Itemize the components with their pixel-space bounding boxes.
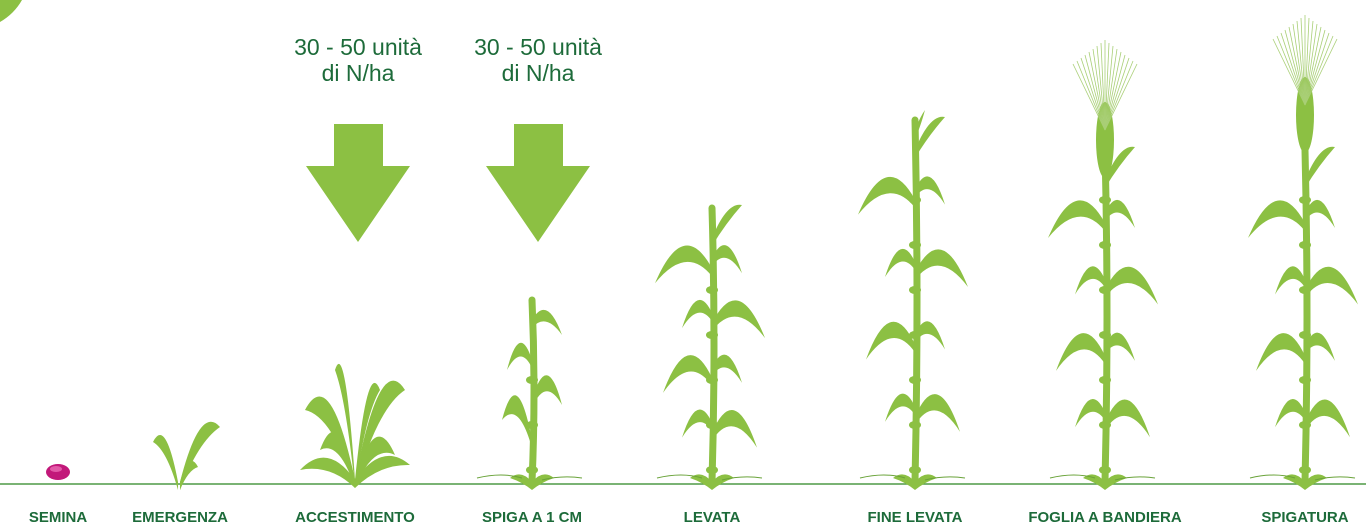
awn [1105, 61, 1133, 130]
stage-label: EMERGENZA [132, 509, 228, 524]
awn [1305, 36, 1333, 105]
node [1099, 331, 1111, 339]
fertilization-text: 30 - 50 unità [474, 34, 602, 60]
node [706, 466, 718, 474]
awn [1105, 52, 1121, 130]
fertilization-text: di N/ha [502, 60, 575, 86]
stage-label: FOGLIA A BANDIERA [1028, 509, 1181, 524]
leaf [866, 322, 915, 360]
leaf [1048, 200, 1105, 238]
node [706, 331, 718, 339]
leaf [502, 395, 532, 448]
node [1299, 331, 1311, 339]
awn [1089, 52, 1105, 130]
leaf [507, 343, 532, 370]
arrows [306, 124, 590, 242]
down-arrow [486, 124, 590, 242]
leaf [712, 205, 742, 246]
leaf [153, 435, 178, 490]
leaf [682, 300, 712, 328]
fertilization-text: di N/ha [322, 60, 395, 86]
fertilization-text: 30 - 50 unità [294, 34, 422, 60]
leaf [1256, 333, 1305, 371]
node [1299, 241, 1311, 249]
stage-label: SPIGATURA [1261, 509, 1348, 524]
leaf [682, 409, 712, 437]
corner-decoration [0, 0, 22, 22]
leaf [180, 422, 220, 490]
diagram: SEMINA EMERGENZA ACCESTIMENTO SPIGA A 1 CM L… [0, 0, 1366, 524]
awn [1305, 27, 1321, 105]
node [1099, 196, 1111, 204]
node [909, 241, 921, 249]
leaf [1105, 267, 1158, 305]
leaf [663, 355, 712, 393]
node [1299, 376, 1311, 384]
leaf [712, 410, 757, 448]
diagram-canvas: SEMINA EMERGENZA ACCESTIMENTO SPIGA A 1 CM L… [0, 0, 1366, 524]
node [1299, 196, 1311, 204]
node [526, 376, 538, 384]
node [909, 466, 921, 474]
node [526, 466, 538, 474]
leaf [1305, 400, 1350, 438]
awn [1277, 36, 1305, 105]
stage-label: LEVATA [684, 509, 741, 524]
leaf [915, 249, 968, 287]
node [1099, 241, 1111, 249]
leaf [1056, 333, 1105, 371]
leaf [1305, 267, 1358, 305]
labels: SEMINA EMERGENZA ACCESTIMENTO SPIGA A 1 CM L… [29, 34, 1349, 524]
leaf [885, 394, 915, 422]
down-arrow [306, 124, 410, 242]
stage-label: ACCESTIMENTO [295, 509, 415, 524]
stage-label: FINE LEVATA [868, 509, 963, 524]
leaf [885, 249, 915, 277]
stem [712, 208, 714, 482]
awn [1289, 27, 1305, 105]
leaf [180, 461, 198, 490]
leaf [655, 246, 712, 284]
leaf [712, 300, 765, 338]
awn [1077, 61, 1105, 130]
node [706, 286, 718, 294]
leaf [915, 394, 960, 432]
leaf [1305, 147, 1335, 188]
leaf [1105, 400, 1150, 438]
leaf [1248, 200, 1305, 238]
stage-label: SEMINA [29, 509, 88, 524]
node [1099, 466, 1111, 474]
node [1099, 376, 1111, 384]
node [909, 376, 921, 384]
node [909, 286, 921, 294]
leaf [858, 177, 915, 215]
stage-label: SPIGA A 1 CM [482, 509, 582, 524]
node [1299, 466, 1311, 474]
plants [153, 15, 1358, 490]
seed-highlight [50, 466, 62, 472]
